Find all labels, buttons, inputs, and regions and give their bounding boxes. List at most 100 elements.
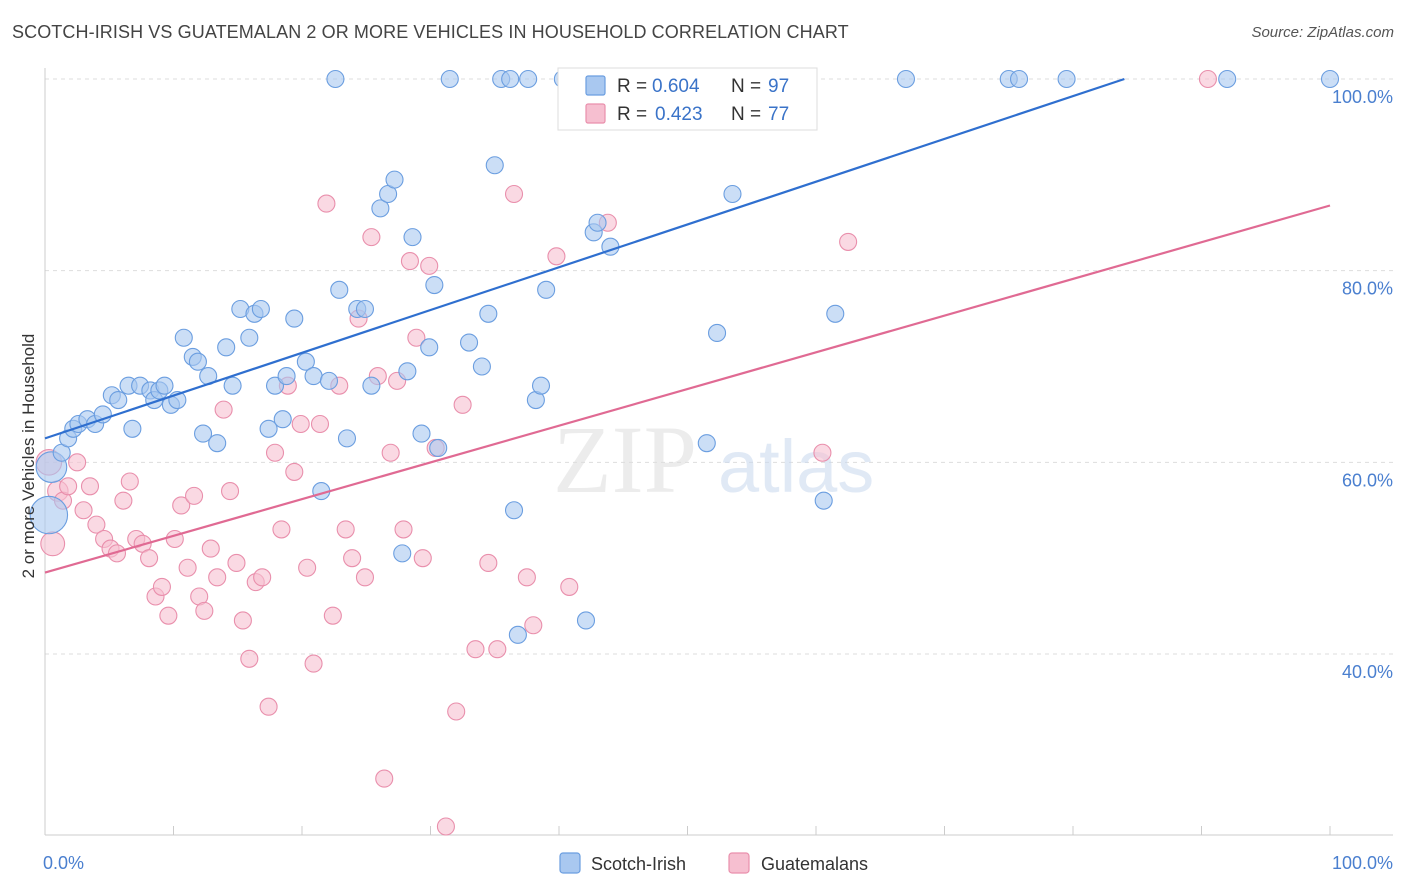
guatemalans-point	[524, 616, 543, 635]
scotch-irish-point	[319, 371, 339, 390]
scotch-irish-point	[330, 280, 349, 299]
guatemalans-point	[407, 328, 426, 347]
guatemalans-point	[285, 462, 304, 481]
y-axis-label: 2 or more Vehicles in Household	[19, 334, 38, 579]
guatemalans-point	[560, 577, 579, 596]
guatemalans-point	[394, 520, 413, 539]
trend-lines	[44, 77, 1331, 574]
guatemalans-point	[152, 577, 171, 596]
guatemalans-point	[185, 486, 204, 505]
guatemalans-point	[447, 702, 466, 721]
scotch-irish-point	[814, 491, 833, 510]
guatemalans-point	[240, 649, 259, 668]
scotch-irish-point	[723, 184, 742, 204]
scotch-irish-point	[355, 299, 375, 319]
guatemalans-point	[140, 549, 159, 568]
guatemalans-point	[323, 606, 342, 625]
scotch-irish-point	[576, 611, 596, 630]
scotch-irish-point	[420, 338, 439, 357]
y-tick-label: 100.0%	[1332, 87, 1393, 107]
grid-lines	[45, 78, 1393, 655]
legend-box: R = 0.604 N = 97 R = 0.423 N = 77	[557, 67, 818, 131]
scotch-irish-point	[708, 323, 727, 343]
scotch-irish-point	[371, 199, 390, 218]
guatemalans-point	[310, 414, 330, 434]
scotch-irish-point	[123, 419, 142, 438]
scotch-irish-point	[337, 429, 357, 448]
guatemalans-point	[413, 549, 432, 568]
scotch-irish-point	[155, 376, 174, 395]
guatemalans-point	[1198, 69, 1217, 89]
scotch-irish-point	[1009, 69, 1029, 89]
legend-r-value: 0.604	[652, 76, 700, 97]
scotch-irish-point	[429, 438, 448, 458]
watermark: ZIP atlas	[553, 406, 874, 513]
guatemalans-point	[304, 654, 323, 673]
x-tick-marks	[44, 826, 1331, 835]
guatemalans-point	[336, 520, 355, 539]
guatemalans-trend-line	[44, 204, 1331, 574]
scotch-irish-point	[697, 434, 716, 453]
chart-source: Source: ZipAtlas.com	[1251, 24, 1394, 41]
bottom-legend-label-guatemalans: Guatemalans	[761, 854, 868, 874]
scotch-irish-point	[194, 424, 213, 443]
scotch-irish-point	[296, 352, 315, 371]
legend-swatch-scotch-irish	[585, 75, 606, 96]
guatemalans-point	[317, 194, 336, 213]
guatemalans-point	[178, 558, 197, 577]
scotch-irish-point	[393, 544, 412, 563]
scotch-irish-point	[1320, 69, 1340, 89]
y-tick-label: 80.0%	[1342, 279, 1393, 299]
scotch-irish-point	[588, 213, 607, 232]
guatemalans-point	[40, 531, 66, 557]
scotch-irish-point	[531, 376, 551, 395]
scotch-irish-point	[285, 309, 304, 328]
scotch-irish-point	[403, 228, 422, 247]
bottom-legend-label-scotch-irish: Scotch-Irish	[591, 854, 686, 874]
scotch-irish-point	[479, 304, 498, 323]
scotch-irish-point	[273, 410, 292, 429]
guatemalans-point	[214, 400, 233, 419]
scotch-irish-point	[109, 390, 128, 410]
scotch-irish-point	[277, 367, 296, 386]
guatemalans-point	[375, 769, 394, 788]
guatemalans-point	[259, 697, 278, 716]
guatemalans-point	[547, 247, 566, 266]
legend-n-value: 97	[768, 76, 789, 97]
guatemalans-point	[227, 553, 246, 573]
scotch-irish-point	[251, 299, 270, 319]
scotch-irish-point	[459, 333, 479, 352]
legend-r-label: R =	[617, 76, 647, 97]
guatemalans-point	[488, 640, 507, 659]
y-tick-label: 60.0%	[1342, 470, 1393, 490]
guatemalans-point	[68, 453, 87, 472]
scotch-irish-point	[362, 376, 381, 395]
guatemalans-point	[172, 496, 191, 515]
scotch-irish-point	[412, 424, 431, 443]
guatemalans-point	[272, 520, 291, 539]
legend-r-value: 0.423	[655, 104, 703, 125]
scotch-irish-point	[508, 625, 527, 644]
scotch-irish-point	[385, 170, 404, 189]
guatemalans-point	[265, 443, 285, 462]
guatemalans-point	[343, 549, 362, 568]
guatemalans-point	[80, 477, 100, 496]
scotch-irish-point	[1057, 69, 1076, 89]
legend-r-label: R =	[617, 104, 647, 125]
guatemalans-point	[420, 256, 439, 275]
scotch-irish-point	[304, 367, 323, 386]
scotch-irish-point	[29, 495, 69, 535]
scotch-irish-point	[265, 376, 285, 395]
scotch-irish-point	[208, 434, 227, 453]
chart-title: SCOTCH-IRISH VS GUATEMALAN 2 OR MORE VEH…	[12, 22, 849, 42]
bottom-legend: Scotch-Irish Guatemalans	[559, 852, 868, 874]
guatemalans-point	[839, 232, 858, 251]
legend-swatch-guatemalans	[585, 103, 606, 124]
scotch-irish-point	[519, 69, 538, 89]
guatemalans-point	[253, 568, 272, 587]
scotch-irish-point	[174, 328, 193, 347]
scotch-irish-point	[896, 69, 916, 89]
guatemalans-point	[504, 184, 524, 204]
guatemalans-point	[355, 568, 375, 587]
guatemalans-point	[291, 414, 310, 434]
